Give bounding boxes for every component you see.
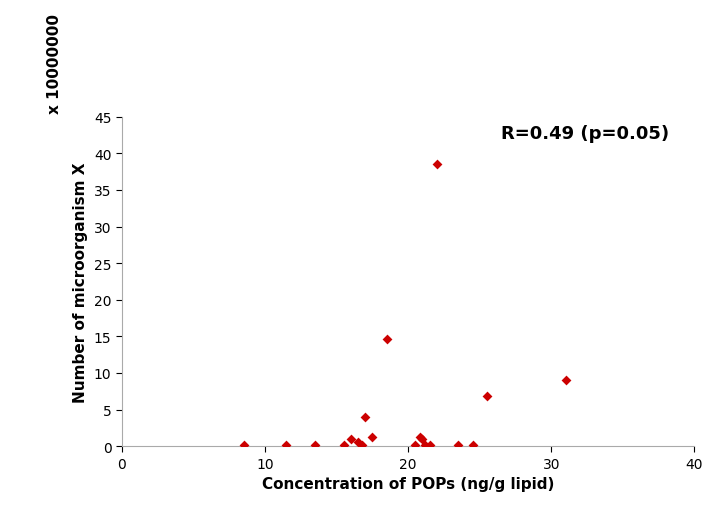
Point [356, 441, 368, 449]
Y-axis label: Number of microorganism X: Number of microorganism X [73, 162, 88, 402]
Point [452, 441, 464, 449]
Point [560, 376, 571, 384]
Point [467, 441, 478, 449]
Point [481, 392, 493, 400]
Point [359, 413, 371, 421]
Point [338, 441, 349, 449]
Point [352, 438, 364, 446]
Point [431, 161, 442, 169]
Point [309, 441, 320, 449]
Text: R=0.49 (p=0.05): R=0.49 (p=0.05) [501, 125, 669, 143]
Text: x 10000000: x 10000000 [47, 15, 62, 114]
Point [381, 335, 392, 343]
Point [281, 441, 293, 449]
Point [419, 441, 431, 449]
X-axis label: Concentration of POPs (ng/g lipid): Concentration of POPs (ng/g lipid) [262, 476, 554, 491]
Point [417, 435, 428, 443]
Point [414, 433, 425, 441]
Point [424, 441, 435, 449]
Point [345, 435, 356, 443]
Point [238, 441, 250, 449]
Point [409, 441, 421, 449]
Point [366, 433, 378, 441]
